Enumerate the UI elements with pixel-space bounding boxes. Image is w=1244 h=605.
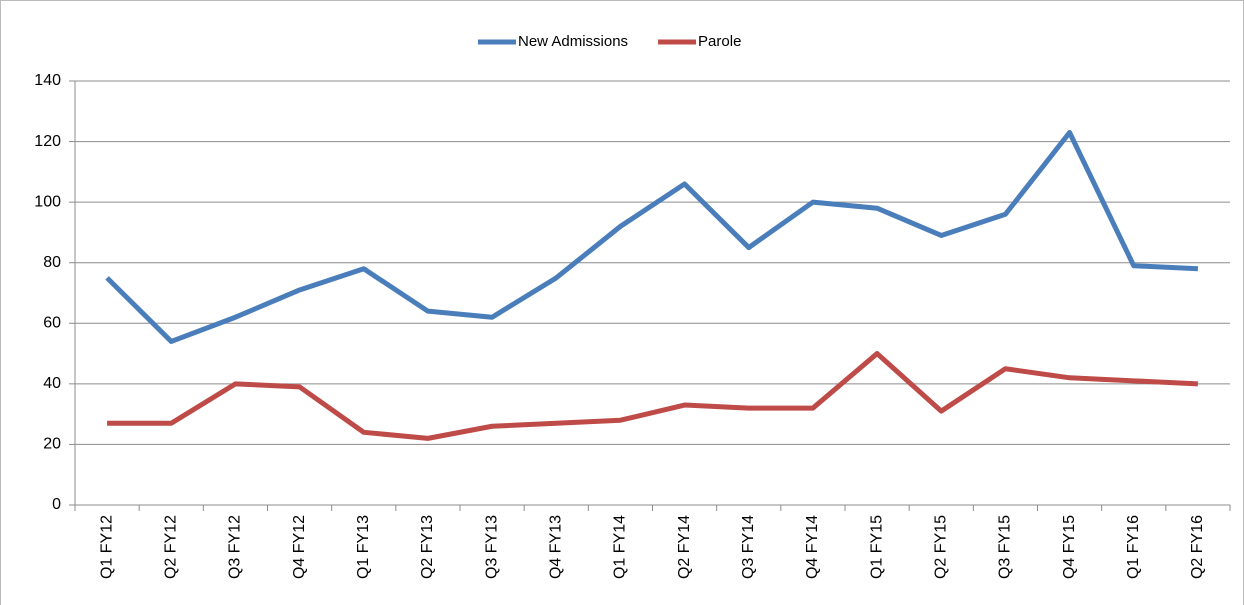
x-tick-label: Q3 FY15 xyxy=(997,515,1014,579)
x-tick-label: Q4 FY12 xyxy=(291,515,308,579)
x-tick-label: Q3 FY12 xyxy=(227,515,244,579)
y-tick-label: 140 xyxy=(34,72,61,89)
x-tick-label: Q3 FY13 xyxy=(483,515,500,579)
y-tick-label: 120 xyxy=(34,133,61,150)
legend-label: New Admissions xyxy=(518,33,628,50)
y-tick-label: 100 xyxy=(34,193,61,210)
x-tick-label: Q1 FY13 xyxy=(355,515,372,579)
y-tick-label: 40 xyxy=(43,375,61,392)
x-tick-label: Q4 FY15 xyxy=(1061,515,1078,579)
x-tick-label: Q2 FY14 xyxy=(676,515,693,579)
x-tick-label: Q4 FY13 xyxy=(547,515,564,579)
x-tick-label: Q1 FY14 xyxy=(612,515,629,579)
x-tick-label: Q3 FY14 xyxy=(740,515,757,579)
x-tick-label: Q2 FY12 xyxy=(162,515,179,579)
x-tick-label: Q2 FY13 xyxy=(419,515,436,579)
y-tick-label: 0 xyxy=(52,496,61,513)
x-tick-label: Q1 FY16 xyxy=(1125,515,1142,579)
y-tick-label: 60 xyxy=(43,315,61,332)
y-tick-label: 20 xyxy=(43,436,61,453)
x-tick-label: Q1 FY15 xyxy=(868,515,885,579)
legend-label: Parole xyxy=(698,33,741,50)
data-line xyxy=(107,351,1199,441)
x-tick-label: Q1 FY12 xyxy=(98,515,115,579)
x-tick-label: Q2 FY15 xyxy=(932,515,949,579)
x-tick-label: Q4 FY14 xyxy=(804,515,821,579)
legend: New Admissions Parole xyxy=(478,33,741,50)
data-line xyxy=(105,129,1199,344)
y-tick-label: 80 xyxy=(43,254,61,271)
x-tick-label: Q2 FY16 xyxy=(1189,515,1206,579)
